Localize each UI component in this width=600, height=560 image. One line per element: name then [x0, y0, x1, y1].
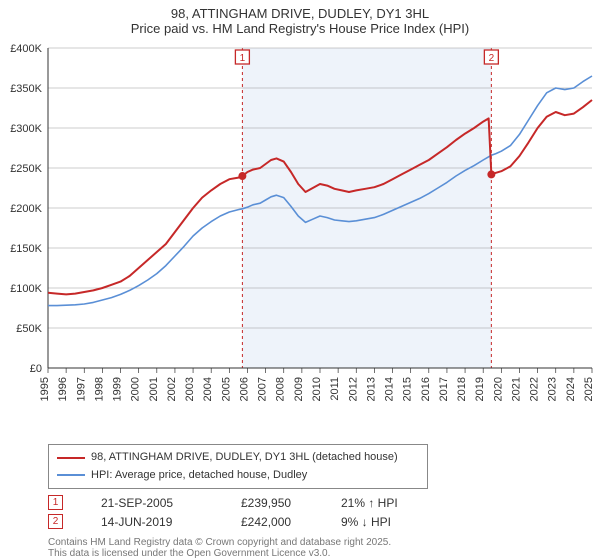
sale-date: 21-SEP-2005	[101, 496, 241, 510]
svg-text:2019: 2019	[474, 377, 486, 401]
footer-line-1: Contains HM Land Registry data © Crown c…	[48, 537, 600, 548]
svg-text:£150K: £150K	[10, 243, 42, 255]
svg-text:1995: 1995	[39, 377, 51, 401]
legend-row: 98, ATTINGHAM DRIVE, DUDLEY, DY1 3HL (de…	[57, 449, 419, 467]
svg-text:2013: 2013	[365, 377, 377, 401]
svg-text:2015: 2015	[402, 377, 414, 401]
sale-hpi-delta: 9% ↓ HPI	[341, 515, 481, 529]
sale-date: 14-JUN-2019	[101, 515, 241, 529]
footer-line-2: This data is licensed under the Open Gov…	[48, 548, 600, 559]
sale-row: 2 14-JUN-2019£242,0009% ↓ HPI	[48, 514, 600, 529]
sale-row: 1 21-SEP-2005£239,95021% ↑ HPI	[48, 495, 600, 510]
svg-text:2024: 2024	[565, 377, 577, 401]
line-chart-svg: £0 £50K £100K £150K £200K £250K £300K £350K £400…	[0, 38, 600, 438]
svg-text:2008: 2008	[275, 377, 287, 401]
svg-text:2021: 2021	[510, 377, 522, 401]
svg-text:2006: 2006	[238, 377, 250, 401]
svg-text:2020: 2020	[492, 377, 504, 401]
svg-text:2000: 2000	[130, 377, 142, 401]
svg-text:2010: 2010	[311, 377, 323, 401]
svg-text:2016: 2016	[420, 377, 432, 401]
svg-text:2002: 2002	[166, 377, 178, 401]
sale-price: £242,000	[241, 515, 341, 529]
svg-text:2001: 2001	[148, 377, 160, 401]
svg-text:1: 1	[240, 53, 246, 64]
svg-text:2: 2	[489, 53, 495, 64]
svg-text:2009: 2009	[293, 377, 305, 401]
svg-text:£400K: £400K	[10, 43, 42, 55]
svg-text:2025: 2025	[583, 377, 595, 401]
svg-text:2023: 2023	[547, 377, 559, 401]
svg-text:2003: 2003	[184, 377, 196, 401]
svg-text:£0: £0	[30, 363, 42, 375]
title-line-2: Price paid vs. HM Land Registry's House …	[0, 21, 600, 36]
svg-text:2004: 2004	[202, 377, 214, 401]
sale-marker-icon: 2	[48, 514, 63, 529]
svg-text:2012: 2012	[347, 377, 359, 401]
svg-text:2017: 2017	[438, 377, 450, 401]
svg-text:2014: 2014	[384, 377, 396, 401]
footer: Contains HM Land Registry data © Crown c…	[48, 537, 600, 559]
svg-text:2005: 2005	[220, 377, 232, 401]
svg-text:1996: 1996	[57, 377, 69, 401]
svg-text:£100K: £100K	[10, 283, 42, 295]
svg-text:1999: 1999	[112, 377, 124, 401]
svg-text:£200K: £200K	[10, 203, 42, 215]
sale-marker-icon: 1	[48, 495, 63, 510]
svg-text:2011: 2011	[329, 377, 341, 401]
svg-text:2018: 2018	[456, 377, 468, 401]
sale-price: £239,950	[241, 496, 341, 510]
svg-text:2022: 2022	[529, 377, 541, 401]
legend-row: HPI: Average price, detached house, Dudl…	[57, 467, 419, 485]
sale-hpi-delta: 21% ↑ HPI	[341, 496, 481, 510]
title-line-1: 98, ATTINGHAM DRIVE, DUDLEY, DY1 3HL	[0, 6, 600, 21]
legend-label: 98, ATTINGHAM DRIVE, DUDLEY, DY1 3HL (de…	[91, 449, 398, 467]
svg-text:1998: 1998	[93, 377, 105, 401]
svg-text:2007: 2007	[257, 377, 269, 401]
svg-text:£50K: £50K	[16, 323, 42, 335]
svg-text:£250K: £250K	[10, 163, 42, 175]
legend-swatch	[57, 474, 85, 476]
chart-area: £0 £50K £100K £150K £200K £250K £300K £350K £400…	[0, 38, 600, 438]
svg-text:£350K: £350K	[10, 83, 42, 95]
sales-table: 1 21-SEP-2005£239,95021% ↑ HPI 2 14-JUN-201…	[48, 495, 600, 533]
chart-title: 98, ATTINGHAM DRIVE, DUDLEY, DY1 3HL Pri…	[0, 0, 600, 38]
legend-swatch	[57, 457, 85, 459]
legend: 98, ATTINGHAM DRIVE, DUDLEY, DY1 3HL (de…	[48, 444, 428, 489]
svg-text:1997: 1997	[75, 377, 87, 401]
svg-text:£300K: £300K	[10, 123, 42, 135]
legend-label: HPI: Average price, detached house, Dudl…	[91, 467, 307, 485]
